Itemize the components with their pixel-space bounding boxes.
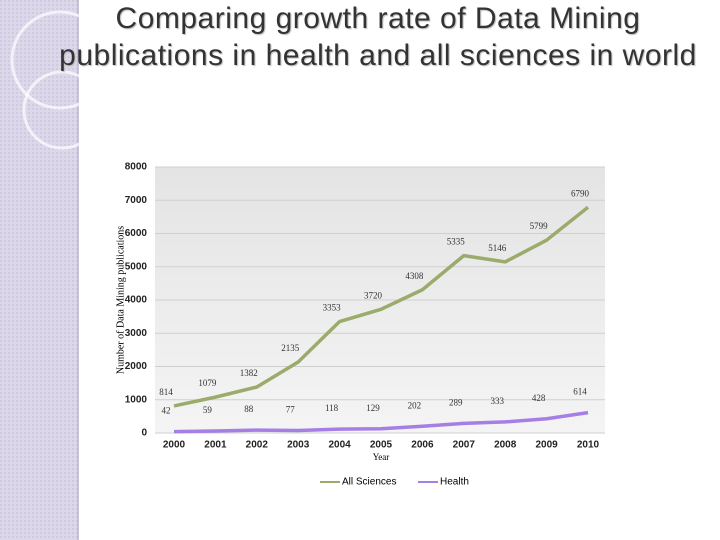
value-label: 428 [532, 393, 546, 403]
x-tick-label: 2001 [204, 440, 227, 451]
y-tick-label: 1000 [125, 394, 148, 405]
value-label: 3353 [323, 303, 342, 313]
value-label: 88 [244, 404, 254, 414]
decor-circle [10, 10, 110, 110]
value-label: 3720 [364, 290, 383, 300]
value-label: 1079 [198, 378, 217, 388]
value-label: 77 [286, 405, 296, 415]
value-label: 814 [159, 387, 173, 397]
x-tick-label: 2004 [328, 440, 351, 451]
y-tick-label: 8000 [125, 162, 148, 173]
y-tick-label: 5000 [125, 261, 148, 272]
y-tick-label: 3000 [125, 328, 148, 339]
value-label: 5335 [447, 237, 466, 247]
x-tick-label: 2003 [287, 440, 310, 451]
x-axis-label: Year [373, 452, 390, 462]
y-tick-label: 6000 [125, 228, 148, 239]
x-tick-label: 2006 [411, 440, 434, 451]
y-tick-label: 2000 [125, 361, 148, 372]
value-label: 1382 [240, 368, 258, 378]
series-line [173, 410, 589, 434]
value-label: 5799 [530, 221, 549, 231]
value-label: 6790 [571, 188, 590, 198]
value-label: 42 [162, 406, 171, 416]
value-label: 4308 [405, 271, 424, 281]
value-label: 333 [490, 396, 504, 406]
value-label: 2135 [281, 343, 300, 353]
value-label: 289 [449, 397, 463, 407]
y-tick-label: 4000 [125, 295, 148, 306]
legend-label: All Sciences [342, 477, 396, 488]
value-label: 59 [203, 405, 213, 415]
series-line [173, 205, 590, 408]
y-axis-label: Number of Data Mining publications [115, 226, 126, 374]
value-label: 5146 [488, 243, 507, 253]
value-label: 614 [573, 387, 587, 397]
x-tick-label: 2002 [246, 440, 269, 451]
decor-circle [22, 70, 102, 150]
y-tick-label: 0 [141, 428, 147, 439]
x-tick-label: 2005 [370, 440, 393, 451]
value-label: 118 [325, 403, 339, 413]
value-label: 129 [366, 403, 380, 413]
legend-label: Health [440, 477, 469, 488]
x-tick-label: 2009 [535, 440, 558, 451]
x-tick-label: 2007 [453, 440, 476, 451]
slide-title: Comparing growth rate of Data Mining pub… [59, 2, 697, 72]
x-tick-label: 2000 [163, 440, 186, 451]
x-tick-label: 2008 [494, 440, 517, 451]
y-tick-label: 7000 [125, 195, 148, 206]
value-label: 202 [408, 400, 422, 410]
side-strip [0, 0, 78, 540]
x-tick-label: 2010 [577, 440, 600, 451]
